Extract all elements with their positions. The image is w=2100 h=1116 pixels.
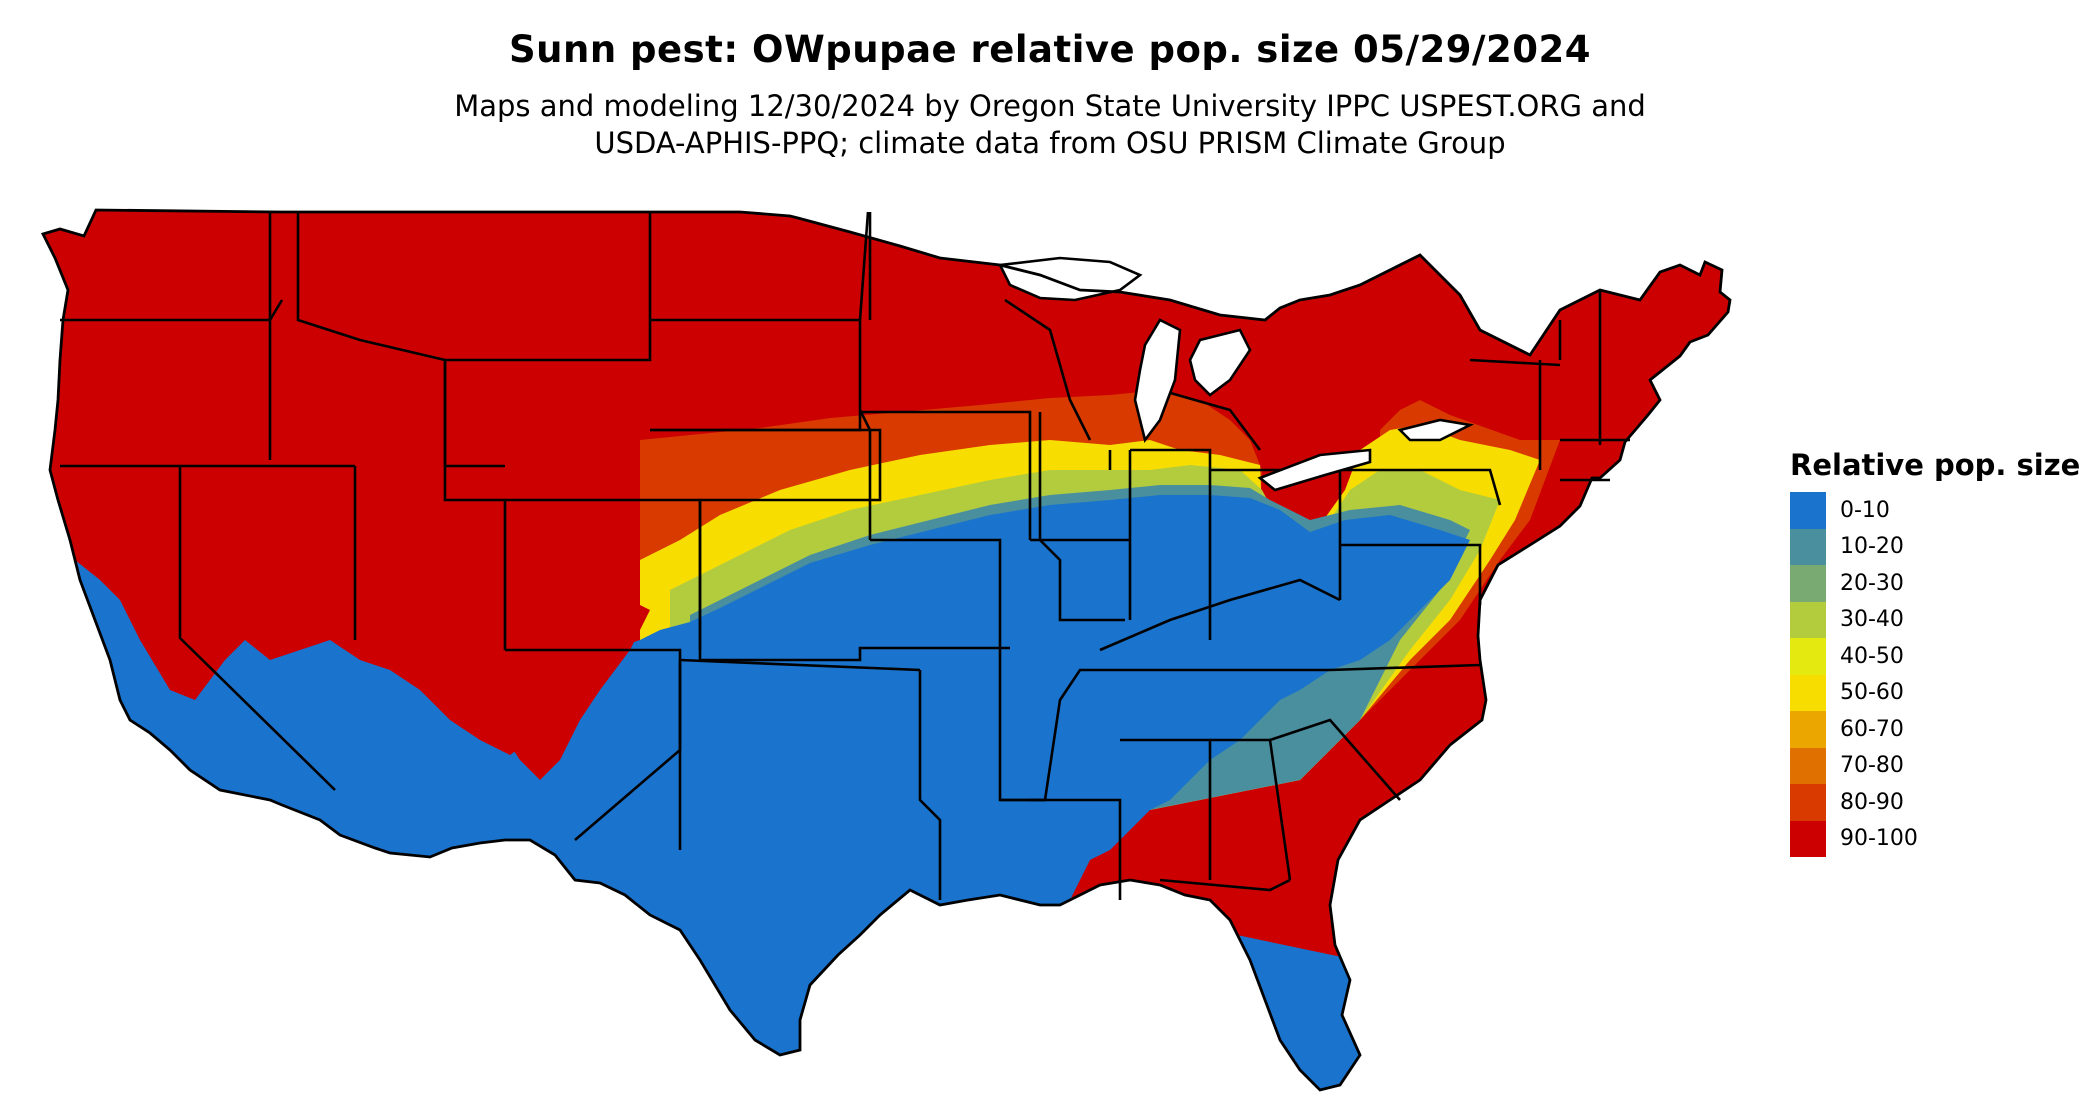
legend-label: 90-100 (1840, 826, 1918, 852)
legend-item: 80-90 (1790, 784, 2090, 821)
legend-swatch (1790, 528, 1826, 565)
legend-item: 40-50 (1790, 638, 2090, 675)
legend-label: 40-50 (1840, 643, 1904, 669)
legend-swatch (1790, 638, 1826, 675)
legend-label: 10-20 (1840, 534, 1904, 560)
subtitle-line-1: Maps and modeling 12/30/2024 by Oregon S… (454, 89, 1646, 123)
legend-label: 0-10 (1840, 497, 1890, 523)
legend-item: 70-80 (1790, 747, 2090, 784)
subtitle-line-2: USDA-APHIS-PPQ; climate data from OSU PR… (594, 126, 1506, 160)
great-lakes (998, 256, 1475, 492)
legend-item: 50-60 (1790, 674, 2090, 711)
population-patch-southwest (420, 600, 650, 780)
legend-swatch (1790, 492, 1826, 529)
legend-label: 50-60 (1840, 680, 1904, 706)
legend-swatch (1790, 747, 1826, 784)
legend-swatch (1790, 711, 1826, 748)
legend-label: 60-70 (1840, 716, 1904, 742)
legend-label: 70-80 (1840, 753, 1904, 779)
state-boundaries (60, 211, 1630, 900)
map-title: Sunn pest: OWpupae relative pop. size 05… (508, 28, 1592, 71)
legend-swatch (1790, 565, 1826, 602)
legend-item: 90-100 (1790, 820, 2090, 857)
legend-swatch (1790, 601, 1826, 638)
legend-label: 20-30 (1840, 570, 1904, 596)
legend-swatch (1790, 674, 1826, 711)
legend-item: 10-20 (1790, 528, 2090, 565)
legend-items: 0-10 10-20 20-30 30-40 40-50 50-60 60-70 (1790, 492, 2090, 857)
legend-item: 20-30 (1790, 565, 2090, 602)
legend-item: 60-70 (1790, 711, 2090, 748)
legend-swatch (1790, 784, 1826, 821)
map-subtitle: Maps and modeling 12/30/2024 by Oregon S… (0, 88, 2100, 162)
legend-title: Relative pop. size (1790, 448, 2081, 482)
legend-label: 30-40 (1840, 607, 1904, 633)
legend-swatch (1790, 820, 1826, 857)
legend-item: 0-10 (1790, 492, 2090, 529)
legend-item: 30-40 (1790, 601, 2090, 638)
legend: Relative pop. size 0-10 10-20 20-30 30-4… (1790, 448, 2090, 857)
legend-label: 80-90 (1840, 789, 1904, 815)
